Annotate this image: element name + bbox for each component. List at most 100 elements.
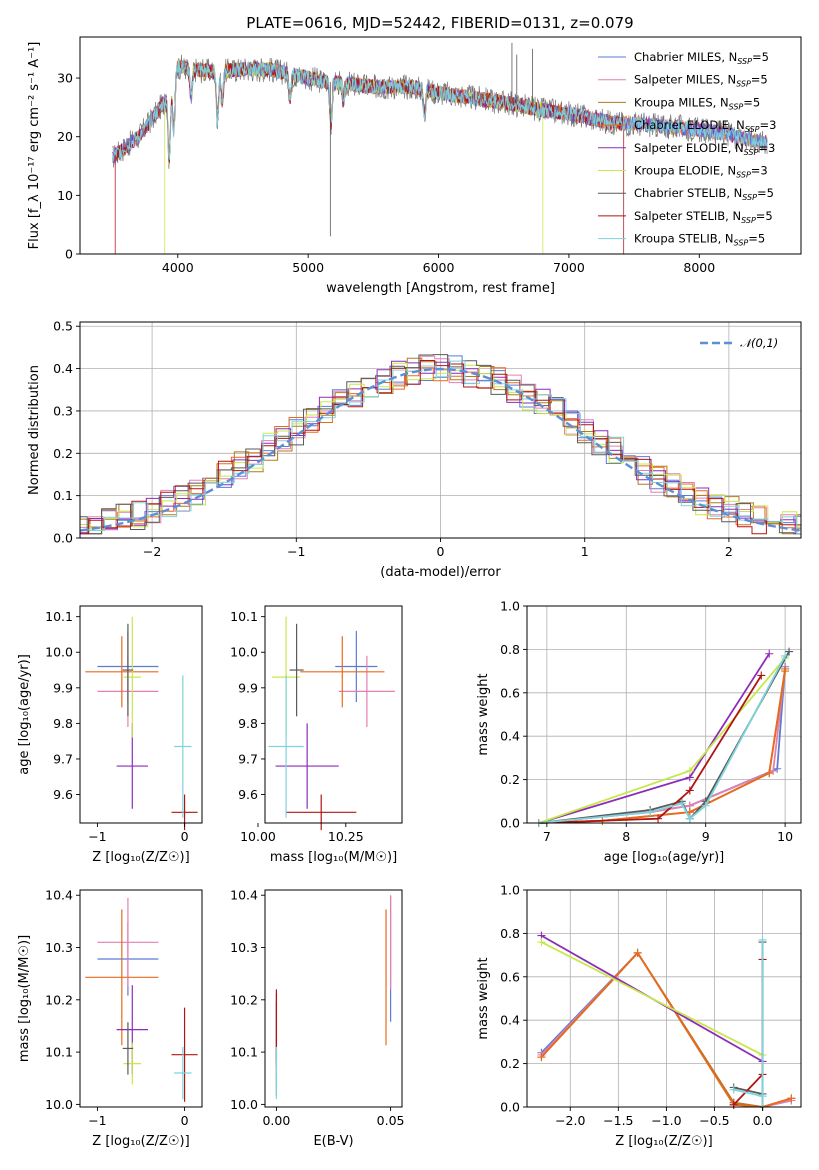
y-tick-label: 10 (57, 188, 73, 203)
legend-count: =3 (758, 141, 775, 155)
weight-point-marker (758, 935, 767, 944)
y-tick-label: 10.0 (230, 645, 258, 660)
mass-vs-metallicity-panel: −1 0 10.0 10.1 10.2 10.3 10.4 Z [log₁₀(Z/Z☉)] ma… (17, 888, 203, 1149)
y-tick-label: 10.2 (45, 992, 73, 1007)
legend-entry: Chabrier MILES, NSSP=5 (634, 50, 769, 66)
spectrum-line-kroupa-stelib (112, 58, 768, 162)
x-axis-label: Z [log₁₀(Z/Z☉)] (615, 1134, 712, 1149)
histogram-chabrier-elodie (80, 367, 801, 535)
x-tick-label: −1.0 (651, 1113, 681, 1128)
weight-line-kroupa-elodie (540, 941, 763, 1056)
legend-count: =5 (751, 73, 768, 87)
legend-name: Kroupa STELIB, N (634, 232, 734, 246)
x-axis-label: Z [log₁₀(Z/Z☉)] (92, 1134, 189, 1149)
y-tick-label: 9.6 (53, 787, 73, 802)
y-axis-label: mass [log₁₀(M/M☉)] (17, 935, 32, 1062)
axes-frame (79, 36, 802, 255)
weight-point-marker (654, 814, 663, 823)
weight-line-chabrier-elodie (538, 668, 786, 824)
y-tick-label: 0.4 (500, 729, 520, 744)
weight-point-marker (685, 814, 694, 823)
weight-point-marker (685, 766, 694, 775)
axes-frame (526, 605, 802, 824)
error-bars (85, 616, 198, 831)
legend-count: =5 (757, 186, 774, 200)
y-axis-label: mass weight (476, 957, 491, 1039)
weight-line-kroupa-stelib (538, 655, 786, 824)
legend-subscript: SSP (734, 239, 749, 248)
legend-entry: Salpeter STELIB, NSSP=5 (634, 209, 773, 225)
y-tick-label: 0.0 (500, 1100, 520, 1115)
x-tick-label: 2 (725, 544, 733, 559)
legend-subscript: SSP (729, 102, 744, 111)
x-axis-label: E(B-V) (313, 1134, 353, 1149)
y-tick-label: 0.8 (500, 642, 520, 657)
age-vs-mass-panel: 10.00 10.25 9.6 9.7 9.8 9.9 10.0 10.1 mass [log₁… (230, 605, 403, 865)
x-tick-label: 4000 (162, 260, 194, 275)
legend-count: =5 (752, 50, 769, 64)
x-tick-label: 6000 (423, 260, 455, 275)
x-tick-label: 10.00 (240, 829, 276, 844)
error-bars (268, 616, 395, 831)
weight-point-marker (785, 647, 794, 656)
weight-line-kroupa-stelib (733, 939, 764, 1107)
x-tick-label: 8 (622, 829, 630, 844)
legend-name: Chabrier MILES, N (634, 50, 737, 64)
y-tick-label: 0.2 (500, 1056, 520, 1071)
y-axis-label: Flux [f_λ 10⁻¹⁷ erg cm⁻² s⁻¹ A⁻¹] (27, 42, 42, 250)
y-tick-label: 0.4 (53, 361, 73, 376)
y-tick-label: 9.9 (238, 680, 258, 695)
legend-count: =5 (756, 209, 773, 223)
weight-point-marker (646, 808, 655, 817)
histogram-salpeter-stelib (80, 360, 801, 535)
y-tick-label: 9.6 (238, 787, 258, 802)
spectrum-panel: 4000 5000 6000 7000 8000 0 10 20 30 wavelength [A… (27, 36, 802, 296)
figure-title: PLATE=0616, MJD=52442, FIBERID=0131, z=0… (246, 14, 633, 32)
y-tick-label: 0.2 (53, 446, 73, 461)
histogram-chabrier-stelib (80, 354, 801, 535)
y-tick-label: 9.7 (53, 751, 73, 766)
weight-point-marker (765, 769, 774, 778)
x-axis-label: wavelength [Angstrom, rest frame] (326, 281, 555, 296)
y-tick-label: 0 (65, 247, 73, 262)
x-tick-label: 0 (181, 1113, 189, 1128)
y-tick-label: 10.0 (45, 645, 73, 660)
weight-series (537, 931, 796, 1111)
weight-line-chabrier-miles (538, 666, 786, 824)
weight-point-marker (765, 649, 774, 658)
histogram-kroupa-stelib (80, 360, 801, 535)
residuals-panel: −2 −1 0 1 2 0.0 0.1 0.2 0.3 0.4 0.5 (data-model)/er… (27, 319, 802, 580)
y-axis-label: age [log₁₀(age/yr)] (17, 654, 32, 775)
y-tick-label: 10.1 (45, 1045, 73, 1060)
y-tick-label: 0.1 (53, 488, 73, 503)
legend-subscript: SSP (742, 193, 757, 202)
y-tick-label: 9.8 (53, 716, 73, 731)
y-tick-label: 10.4 (45, 888, 73, 903)
weight-point-marker (787, 1094, 796, 1103)
legend-count: =3 (760, 118, 777, 132)
age-vs-metallicity-panel: −1 0 9.6 9.7 9.8 9.9 10.0 10.1 Z [log₁₀(Z/Z☉)] ag… (17, 605, 203, 865)
y-tick-label: 10.3 (230, 940, 258, 955)
weight-vs-age-panel: 7 8 9 10 0.0 0.2 0.4 0.6 0.8 1.0 age [log₁₀(age/yr… (476, 599, 802, 865)
x-tick-label: 7000 (553, 260, 585, 275)
y-tick-label: 10.1 (230, 609, 258, 624)
legend-subscript: SSP (737, 57, 752, 66)
weight-point-marker (537, 1053, 546, 1062)
error-bars (275, 895, 392, 1100)
y-tick-label: 10.2 (230, 992, 258, 1007)
y-tick-label: 0.3 (53, 403, 73, 418)
legend-count: =5 (748, 232, 765, 246)
x-tick-label: 5000 (292, 260, 324, 275)
axes-frame (264, 605, 403, 824)
axes-frame (79, 889, 203, 1108)
legend-entry: 𝒩(0,1) (740, 336, 778, 350)
weight-point-marker (781, 664, 790, 673)
y-tick-label: 0.2 (500, 772, 520, 787)
legend-name: Chabrier ELODIE, N (634, 118, 745, 132)
x-tick-label: 0.0 (753, 1113, 773, 1128)
x-tick-label: −1 (287, 544, 305, 559)
legend-entry: Kroupa STELIB, NSSP=5 (634, 232, 765, 248)
histogram-series (80, 354, 801, 535)
axes-frame (264, 889, 403, 1108)
